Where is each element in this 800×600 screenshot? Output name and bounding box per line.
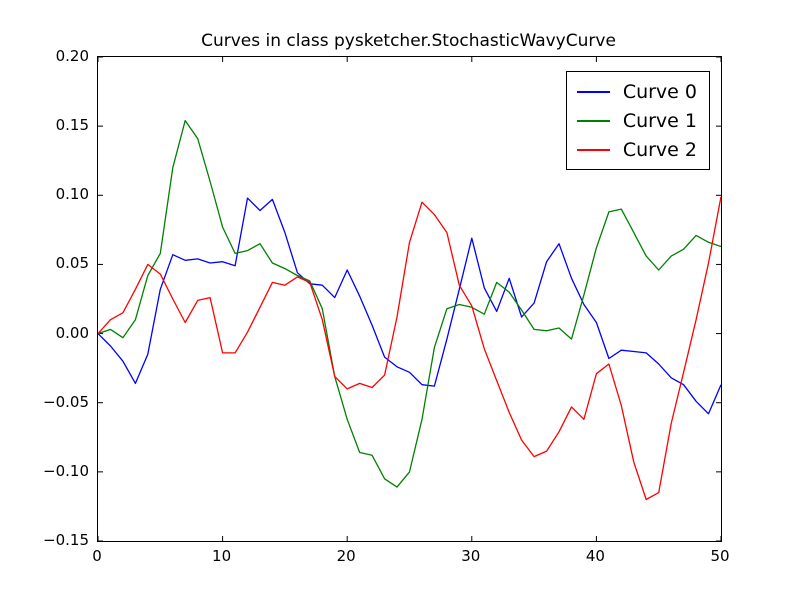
x-tick-label: 0 bbox=[92, 547, 102, 565]
plot-area: Curve 0 Curve 1 Curve 2 bbox=[97, 56, 722, 542]
legend-line-sample bbox=[576, 90, 610, 93]
y-tick-label: 0.10 bbox=[55, 185, 89, 204]
legend-label: Curve 0 bbox=[622, 80, 697, 103]
legend-entry: Curve 1 bbox=[576, 108, 697, 133]
legend-label: Curve 1 bbox=[622, 109, 697, 132]
y-tick-label: 0.20 bbox=[55, 47, 89, 65]
y-tick-label: −0.05 bbox=[43, 392, 89, 411]
y-tick-label: −0.15 bbox=[43, 531, 89, 549]
legend-entry: Curve 0 bbox=[576, 79, 697, 104]
legend: Curve 0 Curve 1 Curve 2 bbox=[565, 71, 710, 170]
curve-2-line bbox=[98, 196, 721, 501]
curve-1-line bbox=[98, 119, 721, 488]
legend-label: Curve 2 bbox=[622, 138, 697, 161]
x-tick-label: 20 bbox=[336, 547, 356, 565]
x-tick-label: 50 bbox=[710, 547, 730, 565]
legend-line-sample bbox=[576, 148, 610, 151]
curve-0-line bbox=[98, 197, 721, 415]
x-tick-label: 40 bbox=[585, 547, 605, 565]
chart-title: Curves in class pysketcher.StochasticWav… bbox=[201, 31, 616, 51]
x-tick-label: 10 bbox=[212, 547, 232, 565]
y-tick-label: 0.15 bbox=[55, 116, 89, 135]
y-tick-label: 0.00 bbox=[55, 323, 89, 342]
x-tick-label: 30 bbox=[461, 547, 481, 565]
y-tick-label: −0.10 bbox=[43, 461, 89, 480]
legend-line-sample bbox=[576, 119, 610, 122]
y-tick-label: 0.05 bbox=[55, 254, 89, 273]
legend-entry: Curve 2 bbox=[576, 137, 697, 162]
plot-canvas bbox=[98, 57, 721, 541]
